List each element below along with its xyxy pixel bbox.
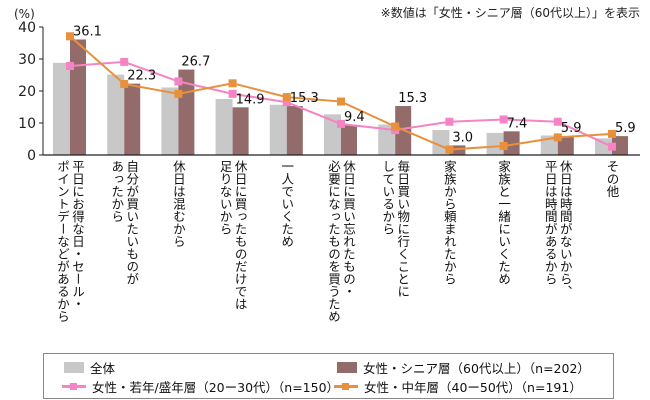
x-tick-label: 自分が買いたいものが あったから — [109, 160, 140, 285]
legend-item-young: 女性・若年/盛年層（20ー30代）（n=150） — [62, 377, 339, 396]
x-tick-label: 家族から頼まれたから — [441, 160, 457, 285]
point-middle — [228, 79, 237, 88]
bar-all — [107, 74, 125, 155]
bar-all — [378, 124, 396, 155]
bar-all — [324, 114, 341, 155]
bar-all — [486, 132, 504, 155]
point-middle — [66, 32, 74, 41]
bar-senior — [70, 39, 86, 156]
point-middle — [608, 129, 616, 138]
point-young — [337, 119, 345, 128]
point-young — [174, 77, 183, 86]
point-middle — [553, 133, 562, 142]
legend-swatch — [337, 362, 357, 373]
data-label: 26.7 — [181, 55, 210, 70]
bar-senior — [341, 124, 357, 155]
point-young — [282, 98, 291, 107]
bar-all — [215, 99, 233, 155]
bar-all — [161, 87, 179, 155]
data-label: 14.9 — [236, 92, 265, 107]
bar-senior — [286, 106, 303, 155]
data-label: 36.1 — [73, 24, 102, 39]
point-young — [608, 142, 616, 151]
y-tick-label: 20 — [18, 84, 36, 100]
point-middle — [337, 97, 345, 106]
point-middle — [174, 89, 183, 98]
point-middle — [499, 142, 508, 151]
bar-senior — [449, 145, 466, 155]
y-axis-unit: (%) — [14, 7, 35, 21]
x-tick-label: 平日にお得な日・セール・ ポイントデーなどがあるから — [55, 160, 85, 323]
bar-senior — [232, 107, 249, 155]
data-label: 15.3 — [290, 91, 319, 106]
point-young — [445, 117, 454, 126]
point-young — [553, 117, 562, 126]
legend-label: 女性・若年/盛年層（20ー30代）（n=150） — [92, 380, 340, 395]
x-tick-label: 一人でいくため — [279, 160, 295, 248]
data-label: 5.9 — [615, 121, 636, 136]
bar-all — [595, 138, 612, 155]
legend: 全体 女性・シニア層（60代以上）（n=202） 女性・若年/盛年層（20ー30… — [43, 353, 614, 399]
legend-label: 女性・中年層（40ー50代）（n=191） — [364, 380, 582, 395]
data-label: 5.9 — [561, 121, 582, 136]
legend-item-senior: 女性・シニア層（60代以上）（n=202） — [337, 358, 590, 377]
x-tick-label: その他 — [604, 160, 620, 198]
legend-swatch — [64, 362, 84, 373]
y-tick-label: 10 — [18, 116, 36, 132]
x-tick-label: 休日は時間がないから、 平日は時間があるから — [542, 160, 573, 298]
data-label: 3.0 — [452, 130, 473, 145]
data-label: 9.4 — [344, 110, 365, 125]
legend-line-marker — [334, 381, 358, 392]
legend-label: 全体 — [90, 361, 116, 376]
point-middle — [391, 122, 400, 131]
bar-all — [269, 104, 287, 155]
y-tick-label: 0 — [27, 148, 36, 164]
legend-label: 女性・シニア層（60代以上）（n=202） — [363, 361, 590, 376]
legend-item-middle: 女性・中年層（40ー50代）（n=191） — [334, 377, 582, 396]
y-tick-label: 30 — [18, 52, 36, 68]
point-young — [499, 115, 508, 124]
point-young — [120, 57, 129, 66]
point-young — [66, 62, 74, 71]
point-middle — [445, 145, 454, 154]
x-tick-label: 休日に買い忘れたもの・ 必要になったものを買うため — [326, 160, 356, 323]
data-label: 7.4 — [507, 116, 528, 131]
x-tick-label: 家族と一緒にいくため — [496, 160, 512, 285]
chart-note: ※数値は「女性・シニア層（60代以上）」を表示 — [380, 6, 640, 20]
legend-item-all: 全体 — [64, 358, 115, 377]
point-middle — [282, 93, 291, 102]
data-label: 22.3 — [127, 69, 156, 84]
point-middle — [120, 79, 129, 88]
bar-senior — [124, 83, 141, 155]
point-young — [228, 89, 237, 98]
bar-all — [53, 62, 70, 156]
x-tick-label: 休日に買ったものだけでは 足りないから — [217, 160, 248, 310]
x-tick-label: 毎日買い物に行くことに しているから — [380, 160, 411, 298]
data-label: 15.3 — [398, 91, 427, 106]
x-tick-label: 休日は混むから — [170, 160, 186, 248]
legend-line-marker — [62, 381, 86, 392]
y-tick-label: 40 — [18, 20, 36, 36]
